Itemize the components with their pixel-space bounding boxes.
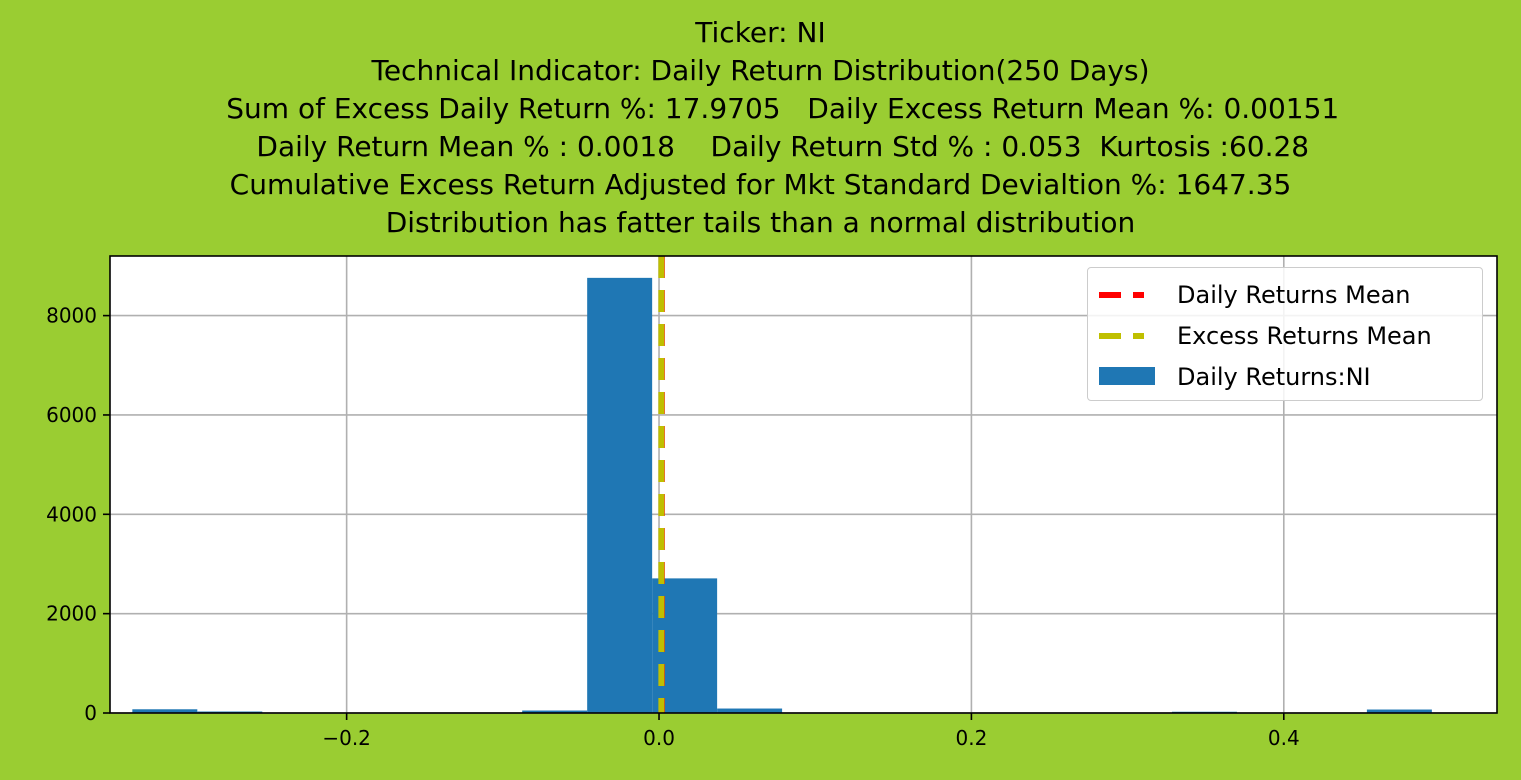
legend-item-daily-mean: Daily Returns Mean	[1088, 279, 1482, 309]
legend-swatch-excess-mean	[1099, 333, 1155, 339]
plot-frame	[109, 255, 1498, 714]
histogram-bar	[132, 709, 198, 713]
y-tick-label: 6000	[46, 403, 97, 427]
histogram-bar	[717, 708, 783, 713]
title-line-cumulative: Cumulative Excess Return Adjusted for Mk…	[229, 168, 1292, 201]
chart-title: Ticker: NI Technical Indicator: Daily Re…	[0, 14, 1521, 242]
legend-swatch-daily-returns	[1099, 367, 1155, 385]
title-line-ticker: Ticker: NI	[695, 16, 826, 49]
legend-label-daily-returns: Daily Returns:NI	[1177, 363, 1371, 391]
histogram-bar	[1366, 709, 1432, 713]
x-tick-label: 0.2	[956, 726, 988, 750]
y-tick-label: 2000	[46, 602, 97, 626]
title-line-return-stats: Daily Return Mean % : 0.0018 Daily Retur…	[211, 130, 1310, 163]
title-line-distribution-note: Distribution has fatter tails than a nor…	[385, 206, 1136, 239]
legend-label-daily-mean: Daily Returns Mean	[1177, 281, 1411, 309]
x-tick-label: −0.2	[322, 726, 371, 750]
axis-ticks: −0.2 0.0 0.2 0.4 0 2000 4000 6000 8000	[46, 304, 1300, 750]
histogram-bar	[587, 277, 653, 713]
x-tick-label: 0.0	[643, 726, 675, 750]
legend-item-excess-mean: Excess Returns Mean	[1088, 320, 1482, 350]
y-tick-label: 4000	[46, 502, 97, 526]
title-line-indicator: Technical Indicator: Daily Return Distri…	[371, 54, 1150, 87]
legend-swatch-daily-mean	[1099, 292, 1155, 298]
x-tick-label: 0.4	[1268, 726, 1300, 750]
title-line-excess-sum: Sum of Excess Daily Return %: 17.9705 Da…	[181, 92, 1340, 125]
legend-item-daily-returns: Daily Returns:NI	[1088, 361, 1482, 391]
histogram-bar	[522, 710, 588, 713]
y-tick-label: 0	[84, 701, 97, 725]
y-tick-label: 8000	[46, 304, 97, 328]
chart-legend: Daily Returns Mean Excess Returns Mean D…	[1087, 267, 1483, 401]
legend-label-excess-mean: Excess Returns Mean	[1177, 322, 1432, 350]
